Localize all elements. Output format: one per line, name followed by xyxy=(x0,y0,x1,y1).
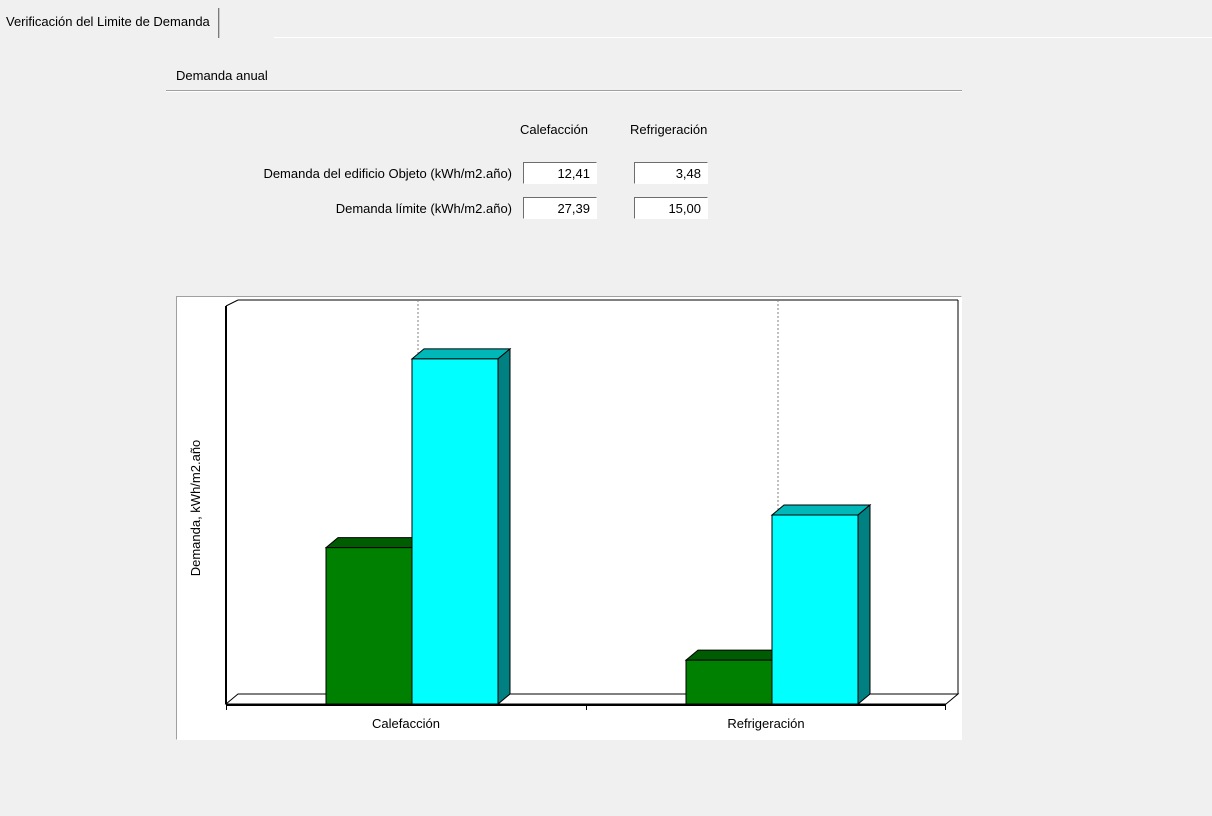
row-label-demanda-limite: Demanda límite (kWh/m2.año) xyxy=(335,201,512,216)
chart-bar-side xyxy=(857,503,871,706)
demand-chart-svg: Calefacción Refrigeración Demanda, kWh/m2… xyxy=(176,296,962,740)
demanda-limite-calefaccion-field[interactable] xyxy=(523,197,597,219)
chart-bar-side xyxy=(497,347,511,706)
tab-divider-line xyxy=(274,37,1212,38)
row-label-demanda-objeto: Demanda del edificio Objeto (kWh/m2.año) xyxy=(263,166,512,181)
chart-bar-front xyxy=(771,514,859,705)
chart-bar xyxy=(410,347,512,706)
chart-bars xyxy=(324,347,872,706)
chart-bar xyxy=(770,503,872,706)
tab-label: Verificación del Limite de Demanda xyxy=(6,14,210,29)
demanda-objeto-calefaccion-field[interactable] xyxy=(523,162,597,184)
chart-bar-top xyxy=(684,649,786,661)
chart-bar-front xyxy=(325,547,413,705)
chart-bar-front xyxy=(685,659,773,705)
chart-x-tick-label: Calefacción xyxy=(372,716,440,731)
chart-category-ticks: Calefacción Refrigeración xyxy=(226,705,946,731)
tab-strip: Verificación del Limite de Demanda xyxy=(0,8,1212,38)
chart-bar xyxy=(684,649,786,706)
chart-bar xyxy=(324,536,426,706)
chart-left-axis-depth xyxy=(225,299,239,307)
chart-bar-top xyxy=(410,348,512,360)
chart-bar-front xyxy=(411,358,499,705)
tab-verificacion-limite-demanda[interactable]: Verificación del Limite de Demanda xyxy=(6,8,219,38)
column-header-refrigeracion: Refrigeración xyxy=(630,122,708,137)
chart-x-tick-label: Refrigeración xyxy=(727,716,804,731)
group-divider xyxy=(166,90,962,91)
demanda-objeto-refrigeracion-field[interactable] xyxy=(634,162,708,184)
column-header-calefaccion: Calefacción xyxy=(520,122,588,137)
demand-chart: Calefacción Refrigeración Demanda, kWh/m2… xyxy=(176,296,962,740)
group-title: Demanda anual xyxy=(176,68,268,83)
demanda-limite-refrigeracion-field[interactable] xyxy=(634,197,708,219)
chart-y-axis-label: Demanda, kWh/m2.año xyxy=(188,440,203,577)
chart-bar-top xyxy=(770,504,872,516)
chart-bar-top xyxy=(324,537,426,549)
